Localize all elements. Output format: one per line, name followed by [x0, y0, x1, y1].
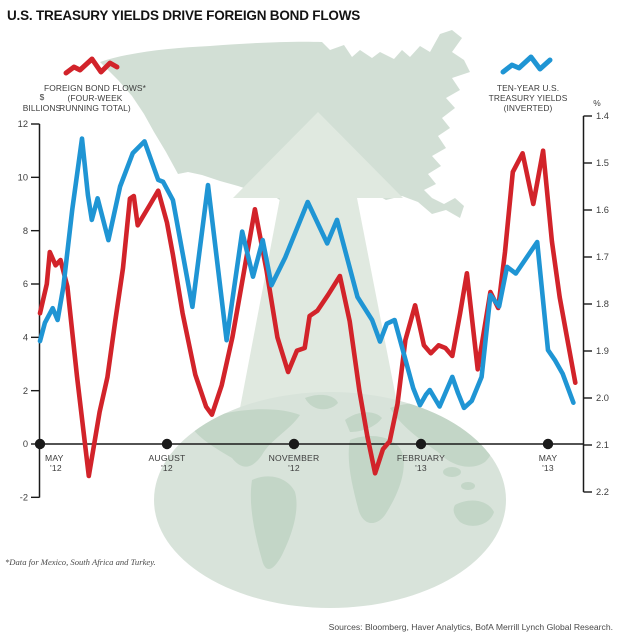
- right-tick-label: 1.8: [596, 299, 609, 309]
- date-dot: [415, 438, 427, 450]
- date-label-year: '12: [288, 463, 300, 473]
- date-dot: [161, 438, 173, 450]
- date-label-year: '13: [415, 463, 427, 473]
- data-series: [37, 136, 578, 479]
- date-label-month: FEBRUARY: [397, 453, 445, 463]
- legend-bond-flows: FOREIGN BOND FLOWS* (FOUR-WEEK RUNNING T…: [44, 56, 147, 113]
- date-label-month: AUGUST: [148, 453, 186, 463]
- right-tick-label: 2.0: [596, 393, 609, 403]
- source-line: Sources: Bloomberg, Haver Analytics, Bof…: [329, 622, 613, 632]
- bond-flows-legend-line3: RUNNING TOTAL): [59, 103, 131, 113]
- right-tick-label: 1.7: [596, 252, 609, 262]
- right-tick-label: 2.2: [596, 487, 609, 497]
- bond-flows-legend-line2: (FOUR-WEEK: [68, 93, 123, 103]
- date-dot: [288, 438, 300, 450]
- treasury-yields-legend-line2: TREASURY YIELDS: [489, 93, 568, 103]
- bond-flows-legend-line1: FOREIGN BOND FLOWS*: [44, 83, 147, 93]
- left-tick-label: -2: [20, 493, 28, 503]
- date-label-month: MAY: [45, 453, 64, 463]
- left-tick-label: 6: [23, 279, 28, 289]
- legend-treasury-yields: TEN-YEAR U.S. TREASURY YIELDS (INVERTED): [489, 54, 568, 113]
- treasury-yields-line: [37, 136, 576, 411]
- date-label-year: '13: [542, 463, 554, 473]
- treasury-yields-legend-line3: (INVERTED): [504, 103, 553, 113]
- right-tick-label: 1.9: [596, 346, 609, 356]
- background-art: [100, 30, 506, 608]
- right-tick-label: 2.1: [596, 440, 609, 450]
- right-axis-unit-percent: %: [593, 98, 601, 108]
- bond-flows-legend-icon: [63, 56, 120, 76]
- left-tick-label: 4: [23, 333, 28, 343]
- left-tick-label: 0: [23, 439, 28, 449]
- left-tick-label: 10: [18, 173, 28, 183]
- right-tick-label: 1.4: [596, 111, 609, 121]
- date-label-month: MAY: [539, 453, 558, 463]
- left-tick-label: 2: [23, 386, 28, 396]
- left-axis-unit-billions: BILLIONS: [23, 103, 62, 113]
- date-label-year: '12: [161, 463, 173, 473]
- right-tick-label: 1.6: [596, 205, 609, 215]
- left-axis-unit-dollar: $: [40, 92, 45, 102]
- left-tick-label: 12: [18, 119, 28, 129]
- treasury-yields-legend-line1: TEN-YEAR U.S.: [497, 83, 559, 93]
- date-dot: [542, 438, 554, 450]
- treasury-yields-legend-icon: [500, 54, 553, 75]
- footnote: *Data for Mexico, South Africa and Turke…: [5, 557, 156, 567]
- date-markers: MAY'12AUGUST'12NOVEMBER'12FEBRUARY'13MAY…: [34, 438, 558, 473]
- date-label-year: '12: [50, 463, 62, 473]
- date-label-month: NOVEMBER: [269, 453, 320, 463]
- bond-flows-line: [37, 148, 578, 479]
- left-tick-label: 8: [23, 226, 28, 236]
- axis-ticks: 12 10 8 6 4 2 0 -2 1.4 1.5 1.6 1.7 1.8 1.9 2.0 2.1 2.2: [18, 111, 609, 502]
- date-dot: [34, 438, 46, 450]
- page-title: U.S. TREASURY YIELDS DRIVE FOREIGN BOND …: [7, 8, 360, 23]
- globe: [154, 392, 506, 608]
- right-tick-label: 1.5: [596, 158, 609, 168]
